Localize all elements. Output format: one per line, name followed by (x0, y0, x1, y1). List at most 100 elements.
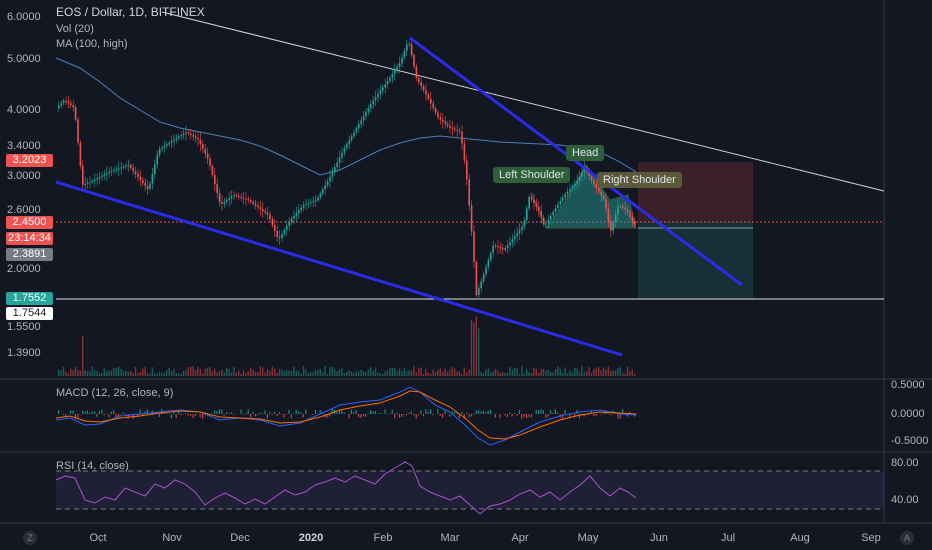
macd-histogram-bar (475, 410, 477, 414)
macd-histogram-bar (415, 414, 417, 419)
left-shoulder-label[interactable]: Left Shoulder (493, 167, 571, 183)
macd-histogram-bar (610, 414, 612, 416)
volume-bar (72, 370, 74, 376)
candle-body (324, 185, 326, 190)
candle-body (523, 220, 526, 227)
lower-channel-trendline[interactable] (55, 180, 623, 357)
volume-bar (602, 367, 605, 376)
candle-body (310, 202, 312, 204)
descending-resistance-trendline[interactable] (409, 36, 743, 287)
candle-body (77, 119, 79, 143)
candle-body (101, 175, 103, 178)
volume-bar (557, 366, 559, 376)
time-tick: Jun (650, 532, 668, 544)
long-term-resistance-trendline[interactable] (161, 11, 885, 192)
volume-bar (233, 366, 235, 376)
target-price-tag: 1.7552 (6, 292, 53, 305)
volume-bar (554, 369, 557, 376)
macd-histogram-bar (576, 409, 578, 414)
macd-histogram-bar (228, 412, 230, 414)
macd-histogram-bar (530, 414, 532, 418)
macd-histogram-bar (218, 409, 220, 414)
volume-indicator-label[interactable]: Vol (20) (56, 23, 94, 35)
symbol-title[interactable]: EOS / Dollar, 1D, BITFINEX (56, 5, 205, 19)
volume-bar (79, 370, 81, 376)
auto-scale-button[interactable]: A (900, 531, 914, 545)
stop-loss-zone[interactable] (638, 162, 753, 222)
candle-body (530, 196, 533, 200)
volume-bar (511, 369, 513, 376)
volume-bar (310, 372, 312, 376)
time-tick: 2020 (298, 532, 324, 544)
macd-histogram-bar (144, 411, 146, 414)
head-label[interactable]: Head (566, 145, 605, 161)
time-tick: Oct (89, 532, 107, 544)
macd-histogram-bar (629, 411, 631, 414)
volume-bar (290, 370, 293, 376)
macd-histogram-bar (360, 414, 362, 418)
volume-bar (466, 372, 468, 376)
head-shoulders-pattern[interactable] (530, 164, 637, 230)
candle-body (115, 169, 118, 171)
macd-histogram-bar (96, 414, 98, 417)
candle-body (403, 51, 406, 58)
macd-histogram-bar (199, 414, 201, 418)
candle-body (612, 222, 614, 231)
volume-bar (437, 370, 439, 376)
macd-histogram-bar (122, 412, 124, 414)
macd-histogram-bar (91, 411, 93, 414)
macd-histogram-bar (430, 409, 432, 414)
macd-histogram-bar (619, 414, 621, 419)
macd-histogram-bar (420, 409, 422, 414)
candle-body (542, 217, 545, 224)
volume-bar (526, 368, 528, 376)
zoom-button[interactable]: Z (23, 531, 37, 545)
volume-bar (122, 371, 125, 376)
ma-indicator-label[interactable]: MA (100, high) (56, 38, 128, 50)
candle-body (401, 57, 403, 64)
macd-histogram-bar (329, 414, 331, 417)
candle-body (398, 63, 401, 67)
candle-body (494, 245, 497, 247)
take-profit-zone[interactable] (638, 222, 753, 299)
candle-body (65, 100, 67, 102)
candlesticks[interactable] (58, 39, 636, 300)
candle-body (185, 132, 187, 134)
volume-bar (590, 372, 593, 376)
volume-bar (154, 373, 156, 376)
macd-histogram-bar (242, 414, 244, 415)
volume-bar (127, 371, 129, 376)
candle-body (137, 174, 139, 177)
candle-body (319, 193, 322, 198)
candle-body (264, 210, 266, 213)
rsi-label[interactable]: RSI (14, close) (56, 460, 129, 472)
candle-body (307, 203, 310, 205)
candle-body (439, 117, 442, 120)
macd-histogram-bar (506, 414, 508, 417)
volume-bar (163, 373, 165, 376)
volume-bar (595, 368, 597, 376)
volume-bar (612, 370, 614, 376)
macd-histogram-bar (127, 414, 129, 419)
volume-bar (182, 370, 185, 376)
macd-label[interactable]: MACD (12, 26, close, 9) (56, 387, 174, 399)
candle-body (626, 209, 629, 213)
candle-body (619, 206, 622, 208)
candle-body (607, 208, 610, 222)
macd-histogram-bar (391, 409, 393, 414)
candle-body (348, 140, 350, 145)
volume-bar (137, 372, 139, 376)
right-shoulder-label[interactable]: Right Shoulder (597, 172, 682, 188)
macd-histogram-bar (365, 414, 367, 417)
candle-body (202, 144, 204, 149)
volume-bar (266, 369, 269, 376)
volume-bar (115, 367, 117, 376)
macd-histogram-bar (617, 414, 619, 419)
macd-histogram-bar (432, 414, 434, 416)
candle-body (434, 108, 437, 113)
candle-body (396, 66, 398, 71)
volume-bar (278, 369, 281, 376)
macd-histogram-bar (499, 414, 501, 419)
volume-bar (410, 369, 413, 376)
